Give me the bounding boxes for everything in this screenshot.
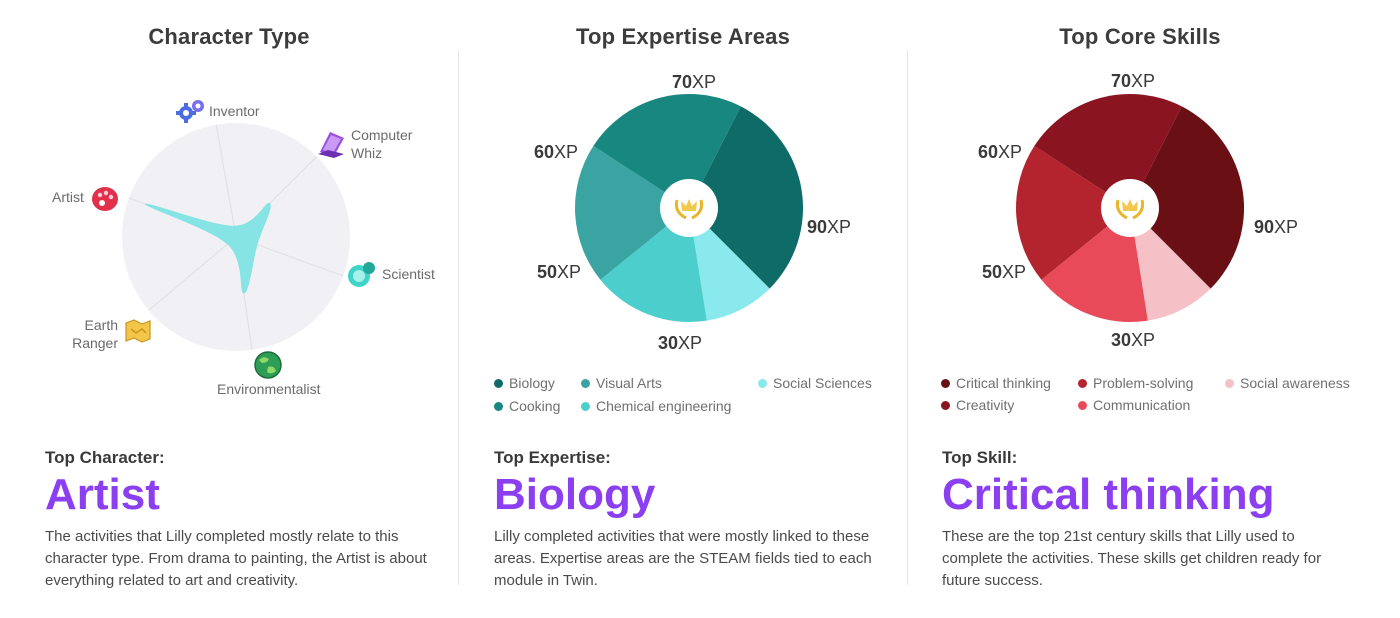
legend-dot	[758, 378, 767, 388]
legend-label: Visual Arts	[596, 375, 662, 391]
pie-value-label: 90XP	[807, 217, 852, 237]
legend-dot	[1225, 378, 1234, 388]
legend-dot	[941, 400, 950, 410]
legend-dot	[941, 378, 950, 388]
legend-item-creativity: Creativity	[941, 397, 1014, 413]
radar-chart	[122, 123, 350, 351]
legend-label: Chemical engineering	[596, 398, 732, 414]
legend-label: Communication	[1093, 397, 1191, 413]
legend-label: Creativity	[956, 397, 1015, 413]
top-character-value: Artist	[45, 470, 160, 519]
legend-item-biology: Biology	[494, 375, 555, 391]
skills-panel: Top Core Skills 90XP 30XP 50XP 60XP 70XP Cri…	[908, 0, 1400, 618]
legend-item-social-sciences: Social Sciences	[758, 375, 872, 391]
axis-label-inventor: Inventor	[209, 103, 260, 119]
pie-value-label: 60XP	[978, 142, 1023, 162]
character-type-title: Character Type	[148, 24, 310, 49]
gears-icon	[176, 98, 206, 129]
radar-series-area	[144, 202, 271, 294]
legend-label: Cooking	[509, 398, 561, 414]
legend-dot	[581, 378, 590, 388]
expertise-title: Top Expertise Areas	[575, 24, 791, 49]
top-expertise-value: Biology	[494, 470, 656, 519]
pie-value-label: 50XP	[982, 262, 1027, 282]
pie-value-label: 90XP	[1254, 217, 1299, 237]
panel-divider	[907, 50, 908, 585]
axis-label-artist: Artist	[52, 189, 84, 205]
top-character-label: Top Character:	[45, 448, 165, 467]
pie-slice	[575, 145, 689, 280]
legend-dot	[494, 378, 503, 388]
expertise-description: Lilly completed activities that were mos…	[494, 528, 872, 589]
pie-slice	[600, 208, 707, 322]
legend-item-chemical-engineering: Chemical engineering	[581, 398, 731, 414]
pie-value-label: 60XP	[534, 142, 579, 162]
pie-slice	[689, 208, 770, 321]
legend-dot	[1078, 400, 1087, 410]
legend-label: Social Sciences	[773, 375, 872, 391]
legend-item-critical-thinking: Critical thinking	[941, 375, 1051, 391]
pie-slice	[1016, 145, 1130, 280]
pie-slice	[1130, 208, 1211, 321]
pie-slice	[593, 93, 741, 208]
panel-divider	[458, 50, 459, 585]
top-skill-value: Critical thinking	[942, 470, 1275, 519]
character-description: The activities that Lilly completed most…	[45, 528, 427, 589]
pie-slice	[1041, 208, 1148, 322]
pie-value-label: 70XP	[672, 72, 717, 92]
laurel-trophy-icon	[1115, 199, 1145, 220]
expertise-panel: Top Expertise Areas 90XP 30XP 50XP 60XP 70XP…	[459, 0, 907, 618]
axis-label-scientist: Scientist	[382, 266, 435, 282]
map-icon	[123, 317, 153, 350]
radar-axis-line	[148, 236, 237, 311]
pie-slice	[1130, 106, 1245, 289]
axis-label-environmentalist: Environmentalist	[217, 381, 321, 397]
skills-title: Top Core Skills	[1059, 24, 1221, 49]
skills-pie-chart	[1016, 93, 1245, 322]
globe-icon	[254, 351, 282, 384]
legend-item-cooking: Cooking	[494, 398, 560, 414]
legend-label: Social awareness	[1240, 375, 1350, 391]
radar-axis-line	[215, 124, 237, 238]
expertise-pie-chart	[575, 93, 804, 322]
legend-label: Critical thinking	[956, 375, 1051, 391]
pie-value-label: 50XP	[537, 262, 582, 282]
palette-icon	[90, 185, 120, 218]
legend-item-problem-solving: Problem-solving	[1078, 375, 1193, 391]
top-skill-label: Top Skill:	[942, 448, 1018, 467]
axis-label-earth-ranger: Earth Ranger	[72, 317, 118, 351]
legend-item-social-awareness: Social awareness	[1225, 375, 1350, 391]
legend-label: Problem-solving	[1093, 375, 1194, 391]
pie-slice	[1034, 93, 1182, 208]
legend-dot	[581, 401, 590, 411]
legend-dot	[1078, 378, 1087, 388]
flask-icon	[347, 260, 379, 295]
skills-description: These are the top 21st century skills th…	[942, 528, 1322, 589]
laptop-icon	[316, 130, 346, 163]
pie-value-label: 30XP	[658, 333, 703, 353]
top-expertise-label: Top Expertise:	[494, 448, 611, 467]
character-type-panel: Character Type Inventor Computer Whiz Sc…	[0, 0, 458, 618]
legend-item-communication: Communication	[1078, 397, 1190, 413]
legend-item-visual-arts: Visual Arts	[581, 375, 662, 391]
pie-value-label: 70XP	[1111, 71, 1156, 91]
legend-dot	[494, 401, 503, 411]
pie-slice	[689, 106, 804, 289]
legend-label: Biology	[509, 375, 555, 391]
laurel-trophy-icon	[674, 199, 704, 220]
axis-label-computer-whiz: Computer Whiz	[351, 127, 413, 161]
pie-value-label: 30XP	[1111, 330, 1156, 350]
